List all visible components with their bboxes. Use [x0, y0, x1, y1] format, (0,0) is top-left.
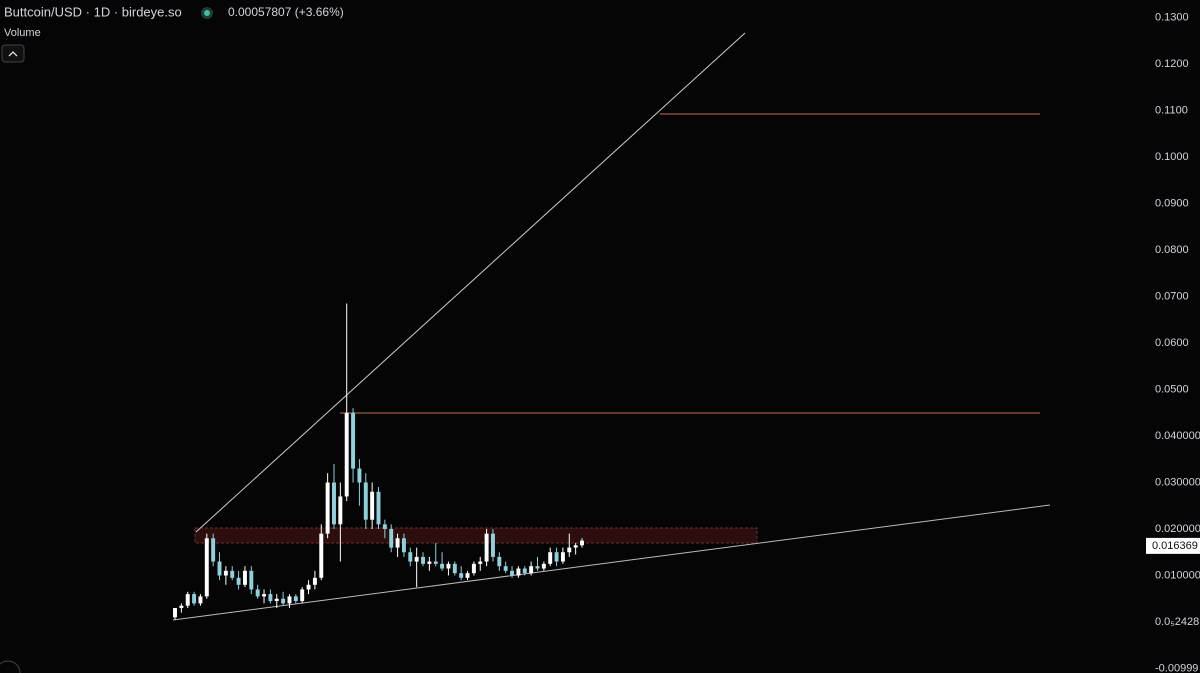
candle-body [510, 570, 515, 576]
symbol-title: Buttcoin/USD · 1D · birdeye.so [4, 4, 182, 19]
candle-body [541, 563, 546, 569]
candle-body [293, 596, 298, 602]
candle-body [217, 561, 222, 576]
candle-body [452, 563, 457, 574]
candle-body [274, 598, 279, 602]
candle-body [516, 568, 521, 576]
candle-body [319, 533, 324, 578]
last-price-box [1146, 537, 1200, 554]
candle-body [287, 596, 292, 604]
y-tick-label: 0.0500 [1155, 383, 1189, 395]
y-tick-label: 0.1100 [1155, 104, 1188, 116]
candle-body [198, 596, 203, 604]
y-tick-label: 0.0₅2428 [1155, 616, 1199, 628]
y-tick-label: 0.0700 [1155, 290, 1189, 302]
status-dot [204, 10, 210, 16]
candle-body [344, 412, 349, 497]
y-tick-label: 0.020000 [1155, 523, 1200, 535]
candle-body [211, 538, 216, 562]
y-tick-label: -0.00999 [1155, 662, 1198, 673]
candle-body [249, 570, 254, 590]
support-trendline [172, 504, 1051, 621]
resistance-zone [194, 527, 758, 544]
collapse-icon [8, 51, 18, 57]
y-tick-label: 0.0600 [1155, 337, 1189, 349]
candle-body [281, 598, 286, 604]
candle-body [554, 552, 559, 562]
candle-body [414, 556, 419, 562]
candle-body [401, 538, 406, 553]
candle-body [433, 561, 438, 564]
candle-body [427, 561, 432, 564]
candle-body [567, 547, 572, 553]
resistance-trendline [195, 32, 746, 533]
corner-button[interactable] [0, 660, 21, 673]
candle-body [268, 594, 273, 602]
collapse-button[interactable] [1, 44, 25, 63]
y-tick-label: 0.010000 [1155, 569, 1200, 581]
y-tick-label: 0.040000 [1155, 430, 1200, 442]
candle-body [338, 496, 343, 525]
candle-body [408, 552, 413, 562]
candle-body [382, 524, 387, 529]
volume-label: Volume [4, 27, 41, 39]
candle-body [548, 552, 553, 564]
candle-body [503, 566, 508, 571]
candle-body [255, 589, 260, 597]
candle-body [446, 563, 451, 569]
candle-body [179, 605, 184, 609]
candle-body [351, 412, 356, 469]
candle-body [484, 533, 489, 562]
y-tick-label: 0.1000 [1155, 151, 1189, 163]
candle-body [389, 528, 394, 548]
y-tick-label: 0.030000 [1155, 476, 1200, 488]
candle-body [471, 563, 476, 574]
y-tick-label: 0.0800 [1155, 244, 1189, 256]
candle-body [332, 482, 336, 525]
y-tick-label: 0.1300 [1155, 11, 1189, 23]
candle-body [204, 538, 209, 597]
candle-body [535, 566, 540, 569]
candle-body [230, 570, 235, 578]
candle-body [560, 552, 565, 562]
candle-body [522, 568, 527, 574]
candle-body [192, 594, 197, 604]
candle-body [325, 482, 330, 534]
candle-body [306, 584, 311, 590]
candle-body [421, 556, 425, 564]
candle-body [363, 482, 368, 520]
candle-body [262, 594, 267, 597]
candle-body [370, 491, 375, 520]
candle-body [497, 556, 502, 567]
candle-body [185, 594, 190, 606]
candle-body [300, 589, 305, 602]
candle-body [529, 566, 534, 574]
candle-body [465, 573, 470, 578]
candle-body [573, 545, 578, 548]
last-price-label: 0.016369 [1152, 540, 1198, 552]
candle-body [395, 538, 400, 548]
candle-body [580, 540, 584, 546]
candle-body [376, 491, 381, 525]
y-tick-label: 0.1200 [1155, 58, 1189, 70]
candle-body [312, 577, 317, 585]
candle-body [223, 570, 228, 576]
candle-body [173, 608, 177, 618]
candle-body [459, 573, 464, 578]
candle-body [478, 561, 483, 564]
candle-body [440, 563, 445, 569]
candle-body [357, 468, 362, 483]
candle-body [490, 533, 495, 557]
y-tick-label: 0.0900 [1155, 197, 1189, 209]
candle-body [242, 570, 247, 585]
price-change: 0.00057807 (+3.66%) [228, 5, 344, 19]
candle-body [236, 577, 241, 585]
